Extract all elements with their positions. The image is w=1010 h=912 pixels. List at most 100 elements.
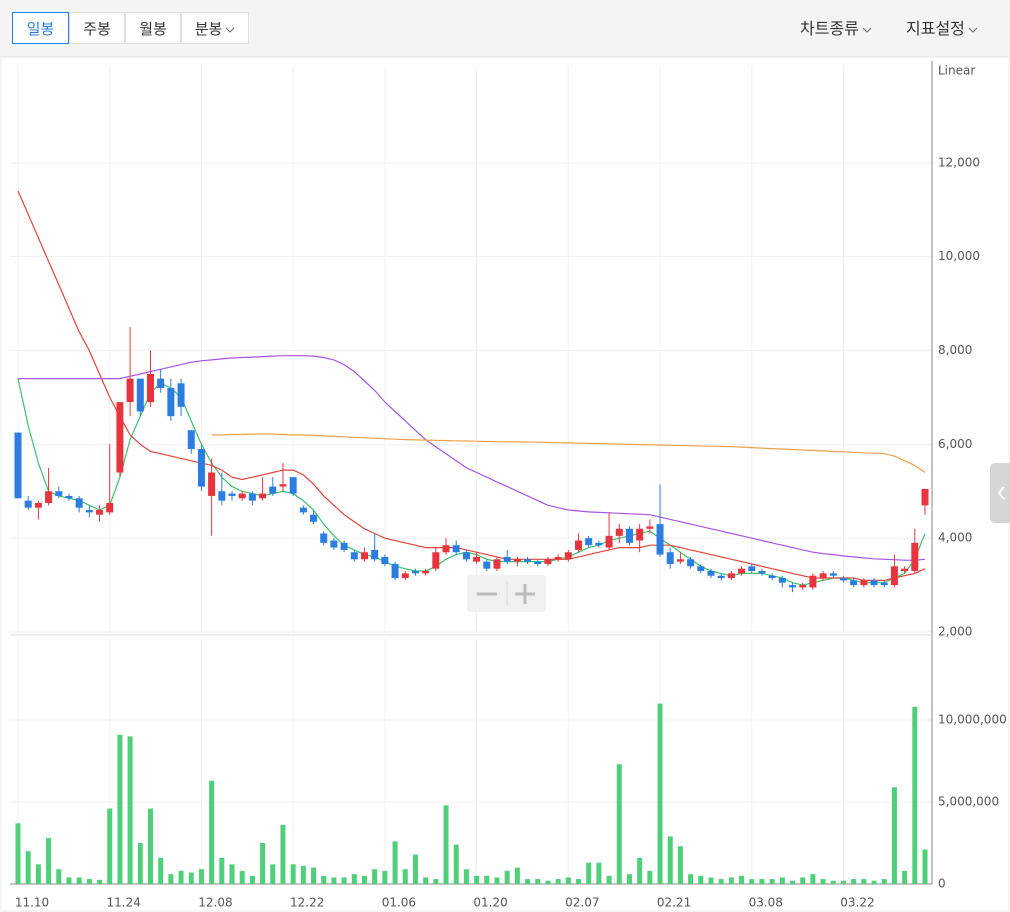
candle-body — [656, 524, 664, 555]
y-tick-label: 12,000 — [938, 155, 980, 169]
volume-bar — [912, 706, 918, 884]
period-button[interactable]: 일봉 — [12, 12, 69, 44]
y-tick-label: 10,000,000 — [938, 713, 1007, 727]
candle-body — [269, 486, 277, 494]
candle-body — [717, 575, 725, 579]
y-tick-label: 10,000 — [938, 249, 980, 263]
candle-body — [238, 493, 246, 499]
volume-bar — [229, 864, 235, 884]
candle-body — [177, 383, 185, 407]
chart: 2,000 4,000 6,000 8,000 10,000 12,000 0 5,000,0… — [0, 56, 1010, 912]
volume-bar — [616, 764, 622, 884]
candle-body — [503, 556, 511, 562]
x-tick-label: 03.22 — [840, 896, 874, 910]
volume-bar — [97, 879, 103, 884]
volume-bar — [178, 870, 184, 884]
volume-bar — [453, 844, 459, 884]
volume-bar — [137, 843, 143, 884]
candle-body — [310, 514, 318, 522]
candle-body — [157, 378, 165, 389]
volume-bar — [117, 734, 123, 884]
volume-bar — [239, 870, 245, 884]
x-tick-label: 02.07 — [565, 896, 599, 910]
candle-body — [748, 566, 756, 572]
volume-bar — [311, 867, 317, 884]
volume-bar — [514, 867, 520, 884]
x-tick-label: 03.08 — [749, 896, 783, 910]
volume-bar — [820, 879, 826, 884]
candle-body — [106, 502, 114, 513]
volume-bar — [647, 870, 653, 884]
candle-body — [34, 502, 42, 508]
candle-body — [401, 573, 409, 579]
volume-bar — [127, 736, 133, 884]
volume-bar — [198, 869, 204, 884]
candle-body — [789, 585, 797, 588]
volume-bar — [107, 808, 113, 884]
volume-bar — [15, 823, 21, 884]
candle-body — [136, 378, 144, 412]
candle-body — [45, 491, 53, 503]
volume-bar — [626, 874, 632, 884]
candle-body — [208, 472, 216, 496]
volume-bar — [891, 787, 897, 884]
candle-body — [809, 575, 817, 588]
candle-body — [279, 484, 287, 487]
volume-bar — [728, 877, 734, 884]
volume-bar — [881, 879, 887, 884]
candle-body — [595, 542, 603, 546]
candle-body — [248, 493, 256, 501]
volume-bar — [667, 836, 673, 884]
x-tick-label: 12.08 — [198, 896, 232, 910]
volume-bar — [504, 870, 510, 884]
volume-bar — [902, 870, 908, 884]
candle-body — [411, 571, 419, 574]
menu-button[interactable]: 지표설정 — [906, 14, 978, 44]
volume-bar — [555, 879, 561, 884]
menu-button[interactable]: 차트종류 — [800, 14, 872, 44]
volume-bar — [708, 877, 714, 884]
candle-body — [259, 493, 267, 499]
period-button[interactable]: 주봉 — [69, 12, 125, 44]
volume-bar — [46, 838, 52, 884]
candle-body — [513, 559, 521, 562]
moving-average-line — [17, 190, 926, 581]
volume-bar — [586, 862, 592, 884]
candle-body — [524, 559, 532, 562]
candle-body — [890, 566, 898, 586]
y-tick-label: 6,000 — [938, 437, 972, 451]
volume-bar — [331, 877, 337, 884]
period-button[interactable]: 월봉 — [125, 12, 181, 44]
y-tick-label: 0 — [938, 877, 946, 891]
volume-bar — [677, 846, 683, 884]
candle-body — [350, 552, 358, 560]
candle-body — [289, 477, 297, 494]
candle-body — [75, 498, 83, 508]
candle-body — [360, 552, 368, 560]
candle-body — [799, 585, 807, 588]
candle-body — [391, 563, 399, 579]
candle-body — [320, 533, 328, 543]
volume-bar — [525, 879, 531, 884]
period-button[interactable]: 분봉 — [181, 12, 249, 44]
candle-body — [146, 373, 154, 403]
candle-body — [901, 568, 909, 572]
volume-bar — [830, 880, 836, 884]
candle-body — [615, 528, 623, 536]
candle-body — [55, 491, 63, 496]
candle-body — [340, 542, 348, 550]
volume-bar — [321, 875, 327, 884]
x-tick-label: 02.21 — [657, 896, 691, 910]
volume-bar — [769, 879, 775, 884]
candle-body — [564, 552, 572, 560]
zoom-in-button[interactable] — [515, 584, 535, 604]
candle-body — [330, 540, 338, 548]
volume-bar — [545, 880, 551, 884]
volume-bar — [209, 780, 215, 884]
candle-body — [829, 573, 837, 576]
candle-body — [452, 545, 460, 553]
candle-body — [14, 432, 22, 499]
volume-bar — [922, 849, 928, 884]
volume-bar — [351, 874, 357, 884]
